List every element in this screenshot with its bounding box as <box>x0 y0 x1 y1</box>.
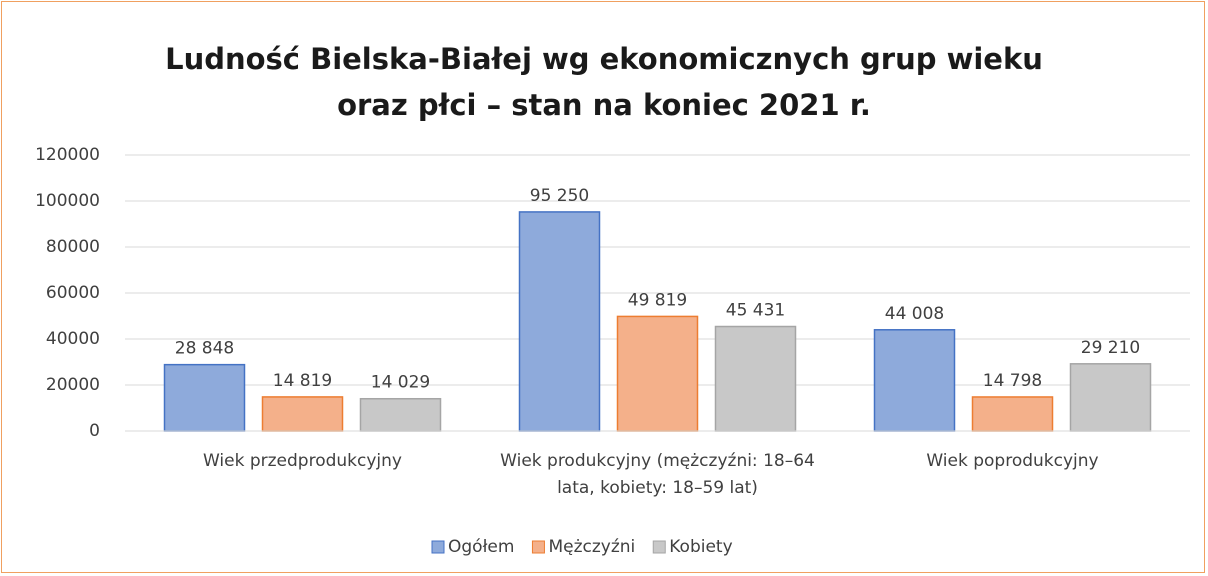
legend-swatch <box>531 540 545 554</box>
bar <box>518 211 601 432</box>
y-tick-label: 60000 <box>46 283 100 303</box>
legend-label: Kobiety <box>669 537 732 557</box>
data-label: 29 210 <box>1081 338 1140 358</box>
legend-label: Ogółem <box>448 537 514 557</box>
data-label: 45 431 <box>726 301 785 321</box>
y-tick-label: 100000 <box>35 191 100 211</box>
bar <box>714 325 797 432</box>
legend-label: Mężczyźni <box>548 537 635 557</box>
bar <box>359 397 442 432</box>
chart-title: Ludność Bielska-Białej wg ekonomicznych … <box>165 42 1043 122</box>
bar <box>971 396 1054 432</box>
y-tick-label: 120000 <box>35 145 100 165</box>
bar <box>616 315 699 432</box>
data-label: 49 819 <box>628 290 687 310</box>
data-label: 28 848 <box>175 339 234 359</box>
y-tick-label: 80000 <box>46 237 100 257</box>
legend-swatch <box>431 540 445 554</box>
bar <box>163 363 246 432</box>
x-tick-label: Wiek przedprodukcyjny <box>202 451 402 471</box>
bar <box>261 396 344 432</box>
data-label: 95 250 <box>530 186 589 206</box>
legend-swatch <box>652 540 666 554</box>
data-label: 44 008 <box>885 304 944 324</box>
x-tick-label: Wiek produkcyjny (mężczyźni: 18–64 lata,… <box>500 451 815 498</box>
y-tick-label: 20000 <box>46 375 100 395</box>
data-label: 14 819 <box>273 371 332 391</box>
y-tick-label: 0 <box>89 421 100 441</box>
data-label: 14 029 <box>371 373 430 393</box>
x-tick-label: Wiek poprodukcyjny <box>926 451 1099 471</box>
data-label: 14 798 <box>983 371 1042 391</box>
bar <box>1069 363 1152 432</box>
y-tick-label: 40000 <box>46 329 100 349</box>
bar <box>873 329 956 432</box>
